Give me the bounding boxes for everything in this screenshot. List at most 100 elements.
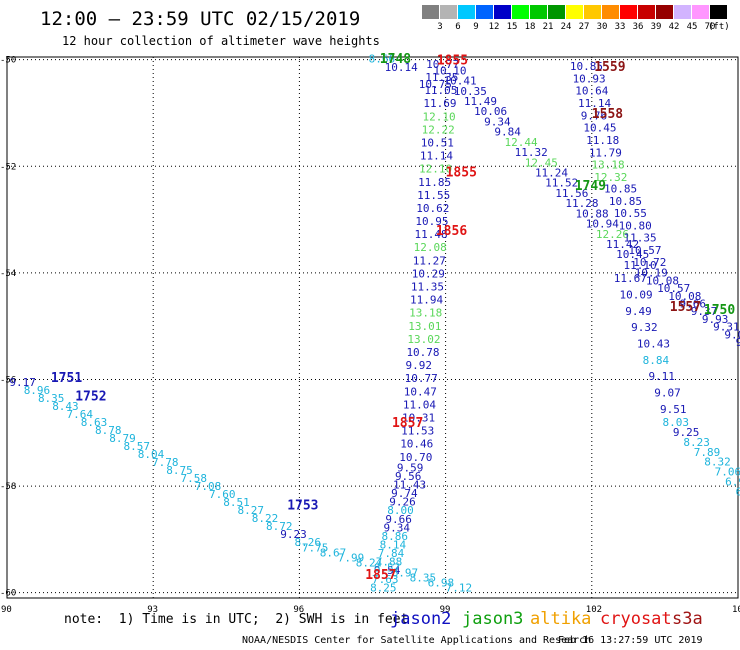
wave-height-value: 11.35 — [411, 281, 444, 294]
wave-height-value: 10.19 — [635, 267, 668, 280]
wave-height-value: 6.93 — [725, 476, 740, 489]
wave-height-value: 6.97 — [392, 566, 419, 579]
wave-height-value: 7.88 — [376, 556, 403, 569]
map-grid — [6, 56, 739, 599]
wave-height-value: 12.22 — [422, 123, 455, 136]
pass-time-label: 1857 — [392, 416, 423, 431]
wave-height-value: 10.31 — [402, 411, 435, 424]
legend-bin-label: 36 — [632, 22, 644, 32]
wave-height-value: 8.14 — [380, 539, 407, 552]
pass-time-label: 1559 — [594, 60, 625, 75]
y-tick-label: -56 — [0, 375, 16, 385]
wave-height-value: 11.56 — [555, 187, 588, 200]
wave-height-value: 11.42 — [606, 238, 639, 251]
wave-height-value: 8.35 — [410, 571, 437, 584]
wave-height-value: 8.25 — [370, 581, 397, 594]
map-title: 12:00 – 23:59 UTC 02/15/2019 — [40, 8, 361, 30]
wave-height-value: 9.37 — [691, 305, 718, 318]
wave-height-value: 8.27 — [238, 504, 265, 517]
wave-height-value: 8.63 — [81, 416, 108, 429]
wave-height-value: 6.98 — [428, 576, 455, 589]
legend-swatch — [674, 5, 691, 19]
wave-height-value: 11.10 — [623, 259, 656, 272]
wave-height-value: 10.41 — [444, 75, 477, 88]
wave-height-value: 10.62 — [416, 202, 449, 215]
credit-text: NOAA/NESDIS Center for Satellite Applica… — [242, 635, 592, 646]
wave-height-value: 10.75 — [419, 78, 452, 91]
wave-height-value: 9.34 — [383, 521, 410, 534]
wave-height-value: 8.86 — [382, 530, 409, 543]
legend-swatch — [458, 5, 475, 19]
wave-height-value: 10.95 — [415, 215, 448, 228]
wave-height-value: 9.49 — [625, 305, 652, 318]
pass-time-label: 1856 — [436, 224, 467, 239]
wave-height-value: 9.31 — [713, 321, 740, 334]
wave-height-value: 11.04 — [403, 398, 436, 411]
wave-height-value: 9.11 — [648, 370, 675, 383]
wave-height-value: 9.26 — [389, 496, 416, 509]
wave-height-value: 11.27 — [413, 254, 446, 267]
legend-swatch — [494, 5, 511, 19]
wave-height-value: 9.34 — [484, 115, 511, 128]
wave-height-value: 10.08 — [668, 290, 701, 303]
legend-swatch — [422, 5, 439, 19]
wave-height-value: 9.84 — [494, 126, 521, 139]
wave-height-value: 10.77 — [405, 372, 438, 385]
wave-height-value: 10.46 — [400, 438, 433, 451]
footer-note: note: 1) Time is in UTC; 2) SWH is in fe… — [64, 612, 409, 627]
wave-height-value: 11.48 — [414, 228, 447, 241]
wave-height-value: 10.55 — [614, 207, 647, 220]
wave-height-value: 10.77 — [426, 58, 459, 71]
wave-height-value: 11.53 — [401, 425, 434, 438]
wave-height-value: 9.56 — [395, 470, 422, 483]
wave-height-value: 11.14 — [578, 97, 611, 110]
wave-height-value: 8.35 — [38, 392, 64, 405]
wave-height-value: 10.29 — [412, 267, 445, 280]
y-tick-label: -50 — [0, 56, 16, 66]
wave-height-value: 12.26 — [596, 228, 629, 241]
wave-height-value: 8.72 — [266, 520, 293, 533]
wave-height-value: 10.85 — [570, 60, 603, 73]
wave-height-value: 8.75 — [166, 464, 193, 477]
pass-time-label: 1557 — [670, 300, 701, 315]
wave-height-values: 10.7711.3511.0511.6912.1012.2210.5111.14… — [9, 53, 740, 595]
legend-bin-label: 21 — [542, 22, 554, 32]
pass-time-label: 1857 — [365, 568, 396, 583]
wave-height-value: 11.52 — [545, 177, 578, 190]
wave-height-value: 10.94 — [586, 218, 619, 231]
wave-height-value: 9.93 — [702, 313, 729, 326]
wave-height-value: 10.09 — [620, 289, 653, 302]
wave-height-value: 8.66 — [369, 53, 396, 66]
legend-swatch — [710, 5, 727, 19]
wave-height-value: 11.28 — [565, 197, 598, 210]
legend-swatch — [566, 5, 583, 19]
wave-height-value: 8.22 — [252, 512, 279, 525]
wave-height-value: 10.88 — [576, 207, 609, 220]
pass-time-labels: 1748 1855 1559 1558 1855 1749 1856 1557 1750 1751… — [51, 52, 736, 583]
x-tick-label: 99 — [440, 605, 451, 615]
wave-height-value: 9.92 — [406, 359, 433, 372]
map-subtitle: 12 hour collection of altimeter wave hei… — [62, 34, 380, 48]
wave-height-value: 10.45 — [583, 122, 616, 135]
wave-height-value: 9.23 — [280, 528, 307, 541]
wave-height-value: 8.79 — [109, 432, 136, 445]
legend-unit: (ft) — [708, 22, 730, 32]
legend-bin-label: 42 — [668, 22, 680, 32]
wave-height-value: 10.85 — [604, 183, 637, 196]
wave-height-value: 7.12 — [446, 581, 473, 594]
legend-bin-label: 27 — [578, 22, 590, 32]
satellite-name-jason3: jason3 — [462, 609, 524, 629]
legend-swatch — [440, 5, 457, 19]
wave-height-value: 11.85 — [418, 176, 451, 189]
x-tick-label: 96 — [293, 605, 304, 615]
legend-bin-label: 24 — [560, 22, 572, 32]
wave-height-value: 6.6 — [736, 485, 740, 498]
wave-height-value: 8.23 — [683, 436, 710, 449]
wave-height-value: 11.94 — [410, 294, 443, 307]
legend-bin-label: 15 — [506, 22, 518, 32]
wave-height-value: 9.32 — [631, 321, 658, 334]
legend-swatch — [476, 5, 493, 19]
satellite-name-jason2: jason2 — [390, 609, 452, 629]
map-frame — [6, 56, 739, 599]
pass-time-label: 1752 — [75, 389, 106, 404]
